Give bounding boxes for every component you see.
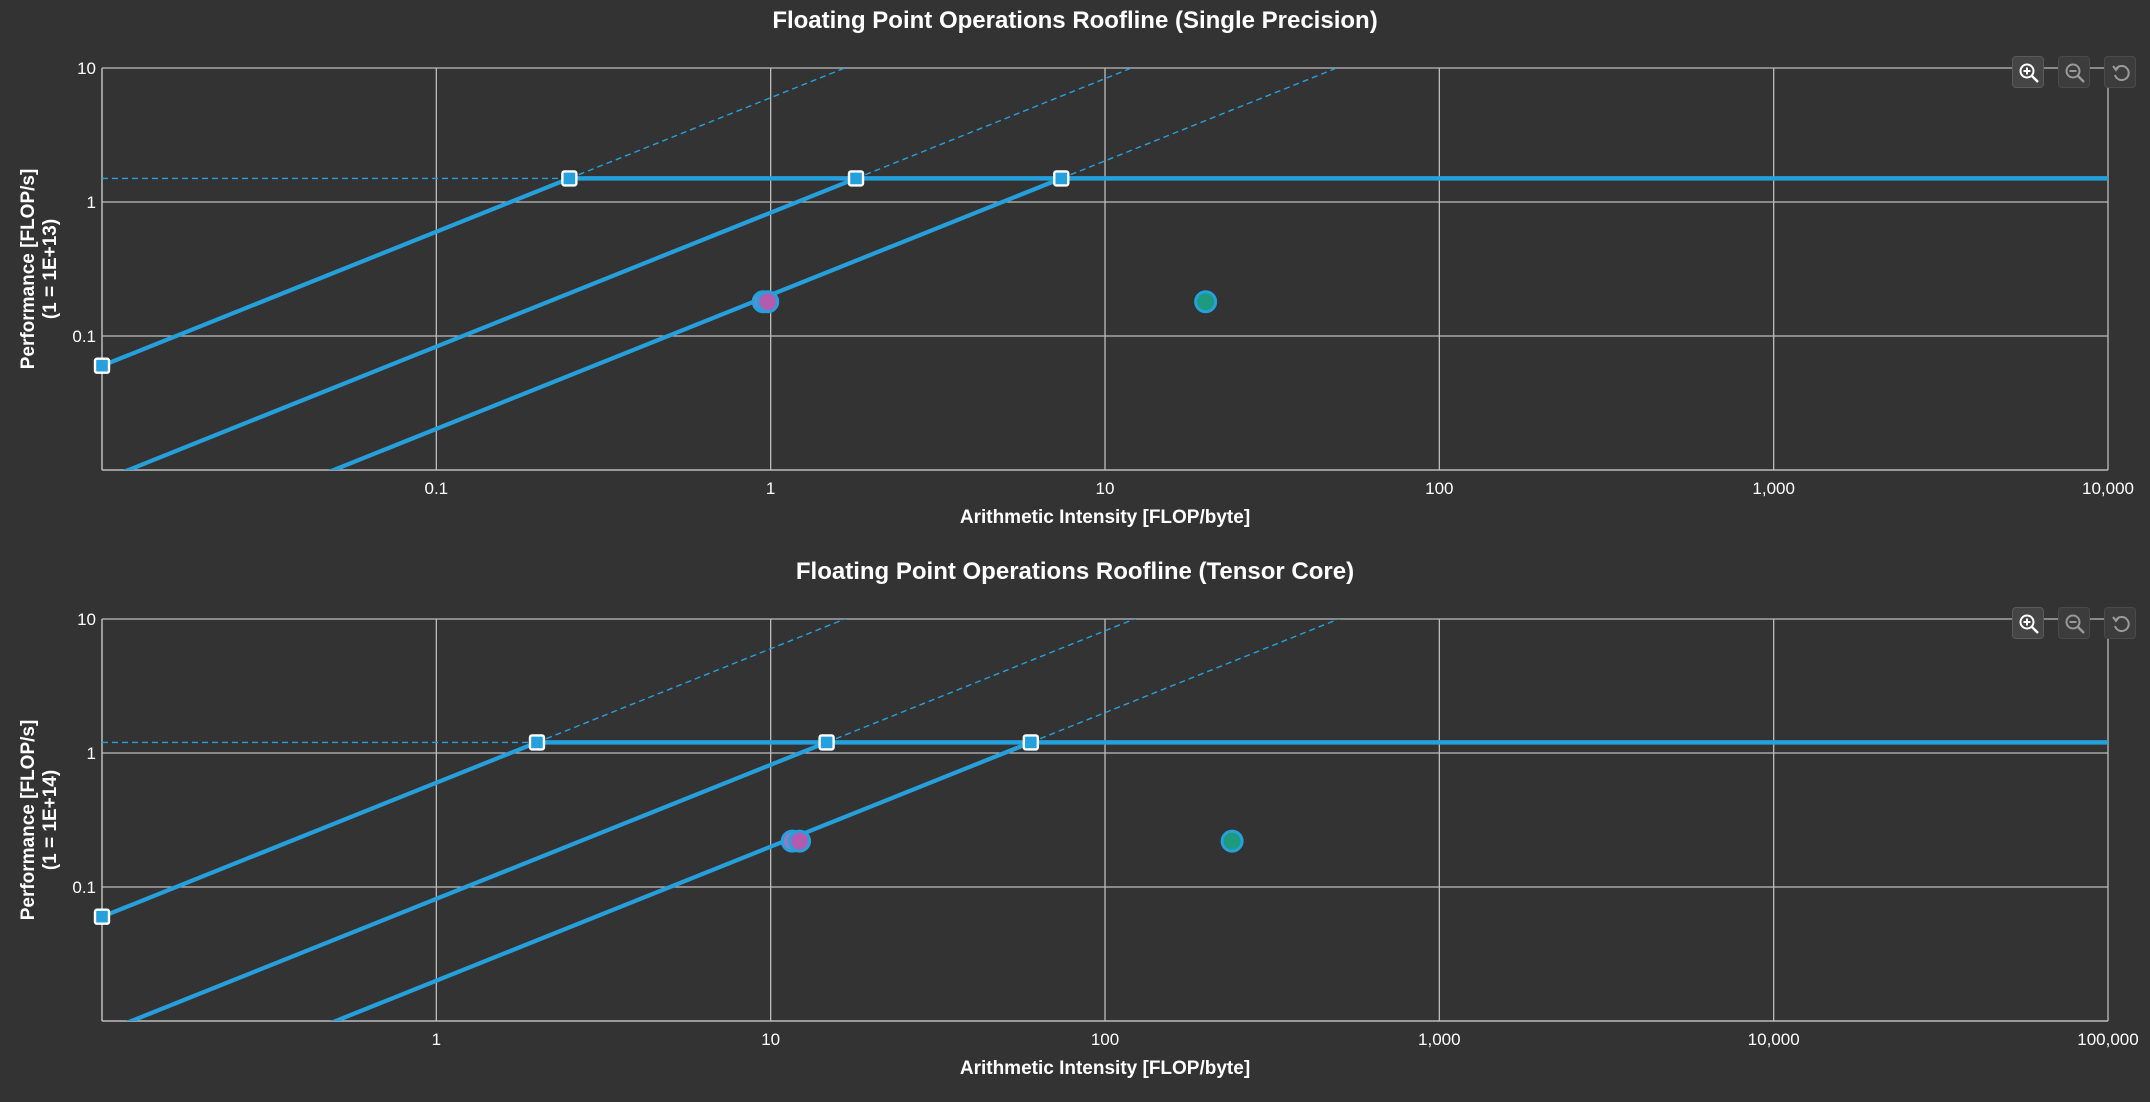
roofline-marker[interactable] [1053, 170, 1070, 187]
x-tick-label: 10 [761, 1030, 780, 1049]
y-tick-label: 1 [87, 744, 96, 763]
y-axis-scale-label: (1 = 1E+13) [40, 219, 61, 319]
kernel-data-point[interactable] [1220, 829, 1244, 853]
roofline-chart-1: Floating Point Operations Roofline (Sing… [18, 7, 2136, 528]
roofline-marker[interactable] [847, 170, 865, 187]
bandwidth-roof-line [125, 740, 828, 1021]
roofline-marker[interactable] [93, 908, 111, 925]
bandwidth-roof-line [122, 176, 857, 470]
zoom-out-icon [2065, 614, 2085, 634]
reset-zoom-button[interactable] [2104, 607, 2136, 639]
kernel-data-point[interactable] [1194, 290, 1218, 314]
zoom-in-button[interactable] [2012, 56, 2044, 88]
x-axis-label: Arithmetic Intensity [FLOP/byte] [960, 507, 1250, 528]
x-tick-label: 1 [766, 479, 775, 498]
roofline-marker[interactable] [561, 170, 578, 187]
roofline-marker[interactable] [528, 734, 546, 751]
roofline-marker[interactable] [1022, 734, 1040, 751]
x-tick-label: 100 [1425, 479, 1453, 498]
chart-svg: Floating Point Operations Roofline (Sing… [18, 7, 2134, 528]
y-axis-scale-label: (1 = 1E+14) [40, 770, 61, 870]
y-tick-label: 10 [77, 59, 96, 78]
bandwidth-extension-line [1030, 619, 1341, 744]
bandwidth-roof-line [102, 176, 571, 368]
roofline-chart-2: Floating Point Operations Roofline (Tens… [0, 551, 2150, 1102]
bandwidth-extension-line [536, 619, 847, 744]
bandwidth-roof-line [330, 740, 1032, 1021]
bandwidth-extension-line [855, 68, 1134, 180]
y-axis-label: Performance [FLOP/s] [18, 720, 39, 921]
y-tick-label: 10 [77, 610, 96, 629]
x-tick-label: 0.1 [425, 479, 449, 498]
bandwidth-roof-line [328, 176, 1063, 470]
zoom-in-button[interactable] [2012, 607, 2044, 639]
x-tick-label: 1,000 [1752, 479, 1795, 498]
chart-title: Floating Point Operations Roofline (Sing… [772, 7, 1377, 34]
x-axis-label: Arithmetic Intensity [FLOP/byte] [960, 1058, 1250, 1079]
y-axis-label: Performance [FLOP/s] [18, 169, 39, 370]
y-tick-label: 1 [87, 193, 96, 212]
y-tick-label: 0.1 [72, 878, 96, 897]
zoom-out-button[interactable] [2058, 607, 2090, 639]
bandwidth-extension-line [826, 619, 1137, 744]
x-tick-label: 10,000 [1748, 1030, 1800, 1049]
reset-zoom-button[interactable] [2104, 56, 2136, 88]
zoom-out-button[interactable] [2058, 56, 2090, 88]
x-tick-label: 1 [432, 1030, 441, 1049]
zoom-in-icon [2019, 614, 2039, 634]
reset-zoom-icon [2112, 65, 2130, 82]
reset-zoom-icon [2112, 616, 2130, 633]
zoom-in-icon [2019, 63, 2039, 83]
zoom-out-icon [2065, 63, 2085, 83]
roofline-marker[interactable] [818, 734, 835, 751]
x-tick-label: 1,000 [1418, 1030, 1461, 1049]
chart-svg: Floating Point Operations Roofline (Tens… [18, 558, 2139, 1079]
chart-title: Floating Point Operations Roofline (Tens… [796, 558, 1354, 585]
kernel-data-point[interactable] [788, 829, 812, 853]
x-tick-label: 100 [1091, 1030, 1119, 1049]
y-tick-label: 0.1 [72, 327, 96, 346]
bandwidth-roof-line [102, 740, 538, 919]
roofline-marker[interactable] [93, 357, 111, 374]
x-tick-label: 100,000 [2077, 1030, 2138, 1049]
kernel-data-point[interactable] [756, 290, 780, 314]
x-tick-label: 10 [1096, 479, 1115, 498]
x-tick-label: 10,000 [2082, 479, 2134, 498]
